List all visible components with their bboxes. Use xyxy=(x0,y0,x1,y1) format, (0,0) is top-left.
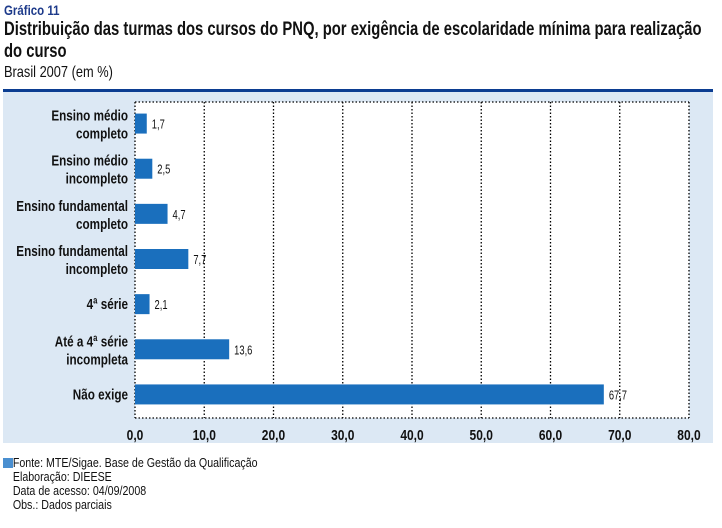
value-label: 2,1 xyxy=(155,299,168,313)
category-label: Ensino fundamental xyxy=(16,197,128,214)
source-marker-icon xyxy=(3,458,13,468)
category-label: 4ª série xyxy=(87,296,129,313)
value-label: 4,7 xyxy=(173,209,186,223)
x-tick-label: 60,0 xyxy=(539,427,562,443)
category-label: Ensino fundamental xyxy=(16,243,128,260)
chart-header: Gráfico 11 Distribuição das turmas dos c… xyxy=(4,2,718,82)
chart-footer: Fonte: MTE/Sigae. Base de Gestão da Qual… xyxy=(3,456,313,512)
x-tick-label: 80,0 xyxy=(677,427,700,443)
bar xyxy=(135,158,153,179)
x-tick-label: 70,0 xyxy=(608,427,631,443)
category-label: Ensino médio xyxy=(51,152,128,169)
category-label: Não exige xyxy=(73,386,129,403)
category-label: incompleto xyxy=(66,170,128,187)
bar xyxy=(135,249,189,269)
bar xyxy=(135,203,168,224)
value-label: 1,7 xyxy=(152,118,165,132)
x-tick-label: 40,0 xyxy=(400,427,423,443)
category-label: completo xyxy=(76,125,128,142)
category-label: incompleto xyxy=(66,261,128,278)
value-label: 2,5 xyxy=(157,163,170,177)
chart-number: Gráfico 11 xyxy=(4,2,60,18)
access-date-text: Data de acesso: 04/09/2008 xyxy=(12,483,147,498)
bar xyxy=(135,339,230,360)
bar xyxy=(135,384,604,405)
bar-chart: 0,0 10,0 20,0 30,0 40,0 50,0 60,0 70,0 80,0 1,7 En… xyxy=(16,101,701,443)
chart-title: Distribuição das turmas dos cursos do PN… xyxy=(4,19,702,62)
x-tick-label: 20,0 xyxy=(262,427,285,443)
note-text: Obs.: Dados parciais xyxy=(12,497,112,512)
category-label: completo xyxy=(76,215,128,232)
value-label: 67,7 xyxy=(609,389,627,403)
x-tick-label: 0,0 xyxy=(127,427,144,443)
chart-panel: 0,0 10,0 20,0 30,0 40,0 50,0 60,0 70,0 80,0 1,7 En… xyxy=(3,89,713,443)
source-text: Fonte: MTE/Sigae. Base de Gestão da Qual… xyxy=(12,455,258,470)
bar xyxy=(135,113,147,134)
value-label: 7,7 xyxy=(193,254,206,268)
category-label: Até a 4ª série xyxy=(55,333,129,350)
x-tick-label: 10,0 xyxy=(193,427,216,443)
category-label: Ensino médio xyxy=(51,107,128,124)
value-label: 13,6 xyxy=(234,344,252,358)
chart-subtitle: Brasil 2007 (em %) xyxy=(4,64,113,81)
x-tick-label: 50,0 xyxy=(470,427,493,443)
x-tick-label: 30,0 xyxy=(331,427,354,443)
elaboration-text: Elaboração: DIEESE xyxy=(12,469,112,484)
bar xyxy=(135,294,150,315)
category-label: incompleta xyxy=(66,351,128,368)
